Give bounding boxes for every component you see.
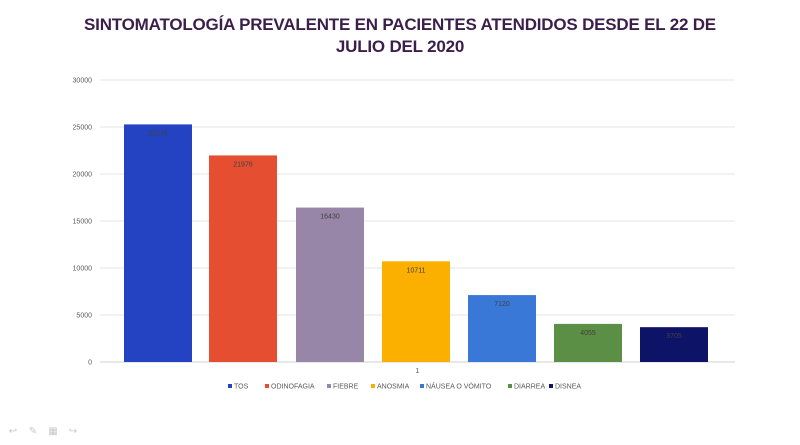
data-label: 21976 <box>233 161 253 168</box>
slideshow-nav: ↩ ✎ ▦ ↪ <box>6 424 80 438</box>
legend-swatch <box>371 384 375 388</box>
y-tick-label: 0 <box>88 360 92 367</box>
data-label: 10711 <box>407 267 426 274</box>
y-tick-label: 10000 <box>73 266 93 273</box>
bar <box>554 323 622 362</box>
y-tick-label: 30000 <box>73 78 93 85</box>
y-tick-label: 15000 <box>73 219 93 226</box>
bar <box>209 155 277 362</box>
arrow-right-icon[interactable]: ↪ <box>68 425 78 437</box>
legend-swatch <box>228 384 232 388</box>
slides-icon[interactable]: ▦ <box>48 425 58 437</box>
legend-label: ANOSMIA <box>377 384 410 391</box>
data-label: 16430 <box>320 214 340 221</box>
legend-swatch <box>265 384 269 388</box>
chart-title-line: JULIO DEL 2020 <box>335 37 465 56</box>
legend-label: ODINOFAGIA <box>271 384 315 391</box>
arrow-left-icon[interactable]: ↩ <box>8 425 18 437</box>
x-tick-label: 1 <box>416 368 420 375</box>
pen-icon[interactable]: ✎ <box>28 425 38 437</box>
legend-label: DIARREA <box>514 384 545 391</box>
bar <box>124 124 192 362</box>
data-label: 25276 <box>148 130 168 137</box>
legend-swatch <box>327 384 331 388</box>
y-tick-label: 25000 <box>73 125 93 132</box>
bar <box>640 327 708 362</box>
bar <box>468 295 536 362</box>
legend-swatch <box>420 384 424 388</box>
y-tick-label: 5000 <box>76 313 92 320</box>
legend-label: TOS <box>234 384 249 391</box>
data-label: 4055 <box>580 330 596 337</box>
chart-title-line: SINTOMATOLOGÍA PREVALENTE EN PACIENTES A… <box>84 15 716 34</box>
data-label: 3705 <box>666 333 682 340</box>
y-tick-label: 20000 <box>73 172 93 179</box>
legend-label: FIEBRE <box>333 384 359 391</box>
data-label: 7120 <box>494 301 510 308</box>
legend-swatch <box>508 384 512 388</box>
legend-label: DISNEA <box>555 384 581 391</box>
bar <box>296 207 364 362</box>
bar <box>382 261 450 362</box>
legend-label: NÁUSEA O VÓMITO <box>426 382 492 391</box>
chart-title: SINTOMATOLOGÍA PREVALENTE EN PACIENTES A… <box>60 14 740 58</box>
legend-swatch <box>549 384 553 388</box>
